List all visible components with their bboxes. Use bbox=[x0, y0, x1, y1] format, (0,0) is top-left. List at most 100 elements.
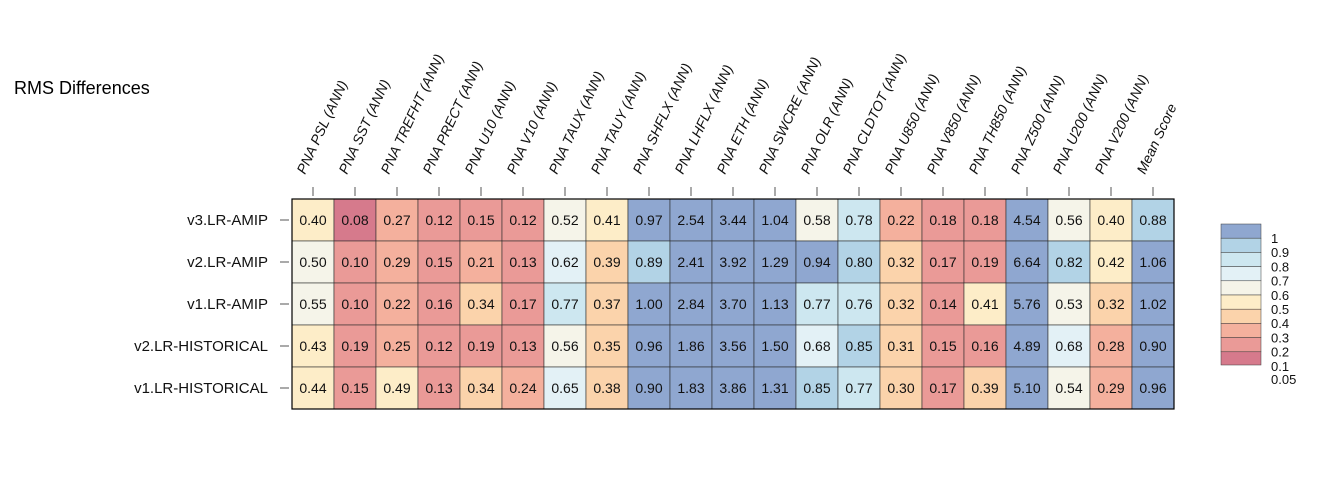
cell-value: 0.39 bbox=[971, 380, 998, 396]
cell-value: 0.16 bbox=[971, 338, 998, 354]
cell-value: 0.22 bbox=[887, 212, 914, 228]
heatmap-cell bbox=[1005, 198, 1049, 242]
cell-value: 0.32 bbox=[887, 254, 914, 270]
cell-value: 0.32 bbox=[887, 296, 914, 312]
cell-value: 0.10 bbox=[341, 296, 368, 312]
cell-value: 0.34 bbox=[467, 380, 494, 396]
cell-value: 0.19 bbox=[971, 254, 998, 270]
heatmap-cell bbox=[963, 324, 1007, 368]
heatmap-cell bbox=[1047, 282, 1091, 326]
colorbar-segment bbox=[1220, 252, 1262, 267]
cell-value: 1.04 bbox=[761, 212, 788, 228]
heatmap-cell bbox=[753, 240, 797, 284]
cell-value: 0.42 bbox=[1097, 254, 1124, 270]
heatmap-cell bbox=[711, 240, 755, 284]
heatmap-cell bbox=[1131, 282, 1175, 326]
colorbar-label: 0.7 bbox=[1271, 274, 1289, 289]
cell-value: 0.53 bbox=[1055, 296, 1082, 312]
cell-value: 4.54 bbox=[1013, 212, 1040, 228]
heatmap-cell bbox=[879, 324, 923, 368]
cell-value: 0.96 bbox=[1139, 380, 1166, 396]
cell-value: 0.34 bbox=[467, 296, 494, 312]
cell-value: 0.28 bbox=[1097, 338, 1124, 354]
cell-value: 0.43 bbox=[299, 338, 326, 354]
heatmap-cell bbox=[501, 198, 545, 242]
cell-value: 0.68 bbox=[803, 338, 830, 354]
heatmap-cell bbox=[1131, 240, 1175, 284]
heatmap-cell bbox=[1047, 324, 1091, 368]
cell-value: 0.13 bbox=[425, 380, 452, 396]
cell-value: 0.39 bbox=[593, 254, 620, 270]
cell-value: 3.70 bbox=[719, 296, 746, 312]
cell-value: 0.08 bbox=[341, 212, 368, 228]
cell-value: 0.85 bbox=[803, 380, 830, 396]
cell-value: 0.40 bbox=[1097, 212, 1124, 228]
heatmap-cell bbox=[501, 282, 545, 326]
heatmap-cell bbox=[627, 282, 671, 326]
colorbar-segment bbox=[1220, 223, 1262, 239]
heatmap-cell bbox=[291, 366, 335, 410]
cell-value: 0.44 bbox=[299, 380, 326, 396]
column-label: Mean Score bbox=[1133, 101, 1179, 176]
cell-value: 0.41 bbox=[971, 296, 998, 312]
heatmap-cell bbox=[963, 240, 1007, 284]
heatmap-cell bbox=[795, 282, 839, 326]
cell-value: 4.89 bbox=[1013, 338, 1040, 354]
cell-value: 0.77 bbox=[845, 380, 872, 396]
cell-value: 1.83 bbox=[677, 380, 704, 396]
cell-value: 0.10 bbox=[341, 254, 368, 270]
cell-value: 0.56 bbox=[551, 338, 578, 354]
colorbar-segment bbox=[1220, 337, 1262, 353]
heatmap-cell bbox=[753, 282, 797, 326]
heatmap-cell bbox=[585, 240, 629, 284]
cell-value: 0.15 bbox=[341, 380, 368, 396]
cell-value: 0.76 bbox=[845, 296, 872, 312]
heatmap-cell bbox=[669, 282, 713, 326]
colorbar-label: 0.9 bbox=[1271, 245, 1289, 260]
row-label: v3.LR-AMIP bbox=[187, 212, 268, 229]
heatmap-cell bbox=[585, 198, 629, 242]
heatmap-cell bbox=[795, 240, 839, 284]
cell-value: 0.52 bbox=[551, 212, 578, 228]
cell-value: 0.21 bbox=[467, 254, 494, 270]
heatmap-cell bbox=[1047, 366, 1091, 410]
cell-value: 0.15 bbox=[929, 338, 956, 354]
heatmap-cell bbox=[333, 282, 377, 326]
heatmap-cell bbox=[291, 282, 335, 326]
cell-value: 0.96 bbox=[635, 338, 662, 354]
cell-value: 0.31 bbox=[887, 338, 914, 354]
cell-value: 0.37 bbox=[593, 296, 620, 312]
heatmap-cell bbox=[753, 324, 797, 368]
cell-value: 0.17 bbox=[929, 380, 956, 396]
cell-value: 1.50 bbox=[761, 338, 788, 354]
heatmap-cell bbox=[879, 240, 923, 284]
heatmap-cell bbox=[837, 282, 881, 326]
heatmap-cell bbox=[879, 198, 923, 242]
cell-value: 0.85 bbox=[845, 338, 872, 354]
cell-value: 0.80 bbox=[845, 254, 872, 270]
cell-value: 0.68 bbox=[1055, 338, 1082, 354]
cell-value: 0.82 bbox=[1055, 254, 1082, 270]
cell-value: 3.92 bbox=[719, 254, 746, 270]
heatmap-cell bbox=[543, 198, 587, 242]
cell-value: 0.15 bbox=[425, 254, 452, 270]
heatmap-cell bbox=[417, 240, 461, 284]
heatmap-cell bbox=[921, 366, 965, 410]
heatmap-cell bbox=[291, 240, 335, 284]
cell-value: 0.58 bbox=[803, 212, 830, 228]
heatmap-cell bbox=[753, 198, 797, 242]
heatmap-cell bbox=[837, 366, 881, 410]
cell-value: 1.29 bbox=[761, 254, 788, 270]
cell-value: 1.06 bbox=[1139, 254, 1166, 270]
cell-value: 0.40 bbox=[299, 212, 326, 228]
heatmap-cell bbox=[627, 324, 671, 368]
heatmap-cell bbox=[627, 198, 671, 242]
colorbar-segment bbox=[1220, 308, 1262, 324]
row-label: v1.LR-AMIP bbox=[187, 296, 268, 313]
cell-value: 0.13 bbox=[509, 254, 536, 270]
cell-value: 0.55 bbox=[299, 296, 326, 312]
colorbar-label: 0.3 bbox=[1271, 330, 1289, 345]
cell-value: 0.50 bbox=[299, 254, 326, 270]
cell-value: 2.84 bbox=[677, 296, 704, 312]
cell-value: 0.41 bbox=[593, 212, 620, 228]
